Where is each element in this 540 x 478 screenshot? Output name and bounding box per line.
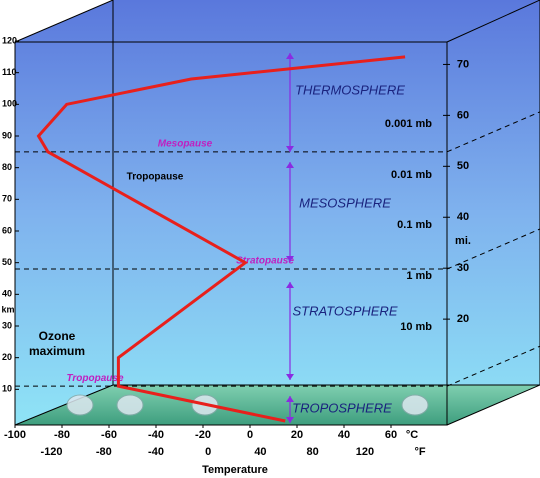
x2-tick-label: 0 — [205, 446, 211, 458]
pressure-label: 10 mb — [400, 321, 432, 333]
x-tick-label: -80 — [54, 429, 70, 441]
arrow-head — [286, 396, 294, 402]
arrow-head — [286, 256, 294, 262]
arrow-head — [286, 162, 294, 168]
arrow-head — [286, 417, 294, 423]
pause-line — [15, 111, 540, 153]
y-tick-label: 10 — [2, 384, 12, 394]
x2-tick-label: -40 — [148, 446, 164, 458]
layer-label: TROPOSPHERE — [292, 400, 392, 415]
pause-line — [15, 228, 540, 270]
y-tick-label: 110 — [2, 67, 17, 77]
y2-tick-label: 30 — [457, 262, 469, 274]
box — [14, 0, 540, 426]
y-tick-label: 90 — [2, 130, 12, 140]
y-tick-label: 30 — [2, 320, 12, 330]
arrow-head — [286, 53, 294, 59]
temperature-line — [36, 55, 406, 423]
annotation: Tropopause — [127, 172, 184, 183]
y-tick-label: 50 — [2, 257, 12, 267]
layer-label: MESOSPHERE — [299, 195, 391, 210]
y2-unit: mi. — [455, 235, 471, 247]
pause-label: Mesopause — [158, 138, 213, 149]
pause-label: Tropopause — [66, 373, 123, 384]
x2-unit: °F — [414, 446, 425, 458]
x-tick-label: 40 — [338, 429, 350, 441]
x-tick-label: -20 — [195, 429, 211, 441]
y2-tick-label: 70 — [457, 58, 469, 70]
y-tick-label: 70 — [2, 194, 12, 204]
x-tick-label: 20 — [291, 429, 303, 441]
x-tick-label: -60 — [101, 429, 117, 441]
x2-tick-label: 40 — [254, 446, 266, 458]
x2-tick-label: -120 — [41, 446, 63, 458]
cloud — [116, 394, 144, 416]
arrow-head — [286, 374, 294, 380]
x-tick-label: -40 — [148, 429, 164, 441]
arrow-head — [286, 282, 294, 288]
x-tick-label: 60 — [385, 429, 397, 441]
pause-line — [15, 345, 540, 387]
x2-tick-label: 120 — [356, 446, 374, 458]
y-tick-label: 20 — [2, 352, 12, 362]
y2-tick-label: 40 — [457, 211, 469, 223]
arrow-head — [286, 146, 294, 152]
y2-tick-label: 20 — [457, 313, 469, 325]
y-tick-label: 120 — [2, 35, 17, 45]
x-tick-label: -100 — [4, 429, 26, 441]
y2-tick-label: 60 — [457, 109, 469, 121]
layer-label: THERMOSPHERE — [295, 82, 405, 97]
pressure-label: 1 mb — [406, 270, 432, 282]
x-unit: °C — [406, 429, 418, 441]
pause-label: Stratopause — [236, 256, 294, 267]
cloud — [66, 394, 94, 416]
pressure-label: 0.001 mb — [385, 118, 432, 130]
x2-tick-label: -80 — [96, 446, 112, 458]
x-axis-label: Temperature — [202, 464, 268, 476]
x2-tick-label: 80 — [307, 446, 319, 458]
y-tick-label: 100 — [2, 99, 17, 109]
y-tick-label: 60 — [2, 225, 12, 235]
y2-tick-label: 50 — [457, 160, 469, 172]
y-tick-label: 80 — [2, 162, 12, 172]
pressure-label: 0.01 mb — [391, 169, 432, 181]
x-tick-label: 0 — [247, 429, 253, 441]
cloud — [401, 394, 429, 416]
y-tick-label: 40 — [2, 289, 12, 299]
pressure-label: 0.1 mb — [397, 219, 432, 231]
layer-label: STRATOSPHERE — [293, 303, 398, 318]
y-axis-label: km — [1, 304, 14, 314]
annotation: Ozone maximum — [29, 329, 85, 358]
